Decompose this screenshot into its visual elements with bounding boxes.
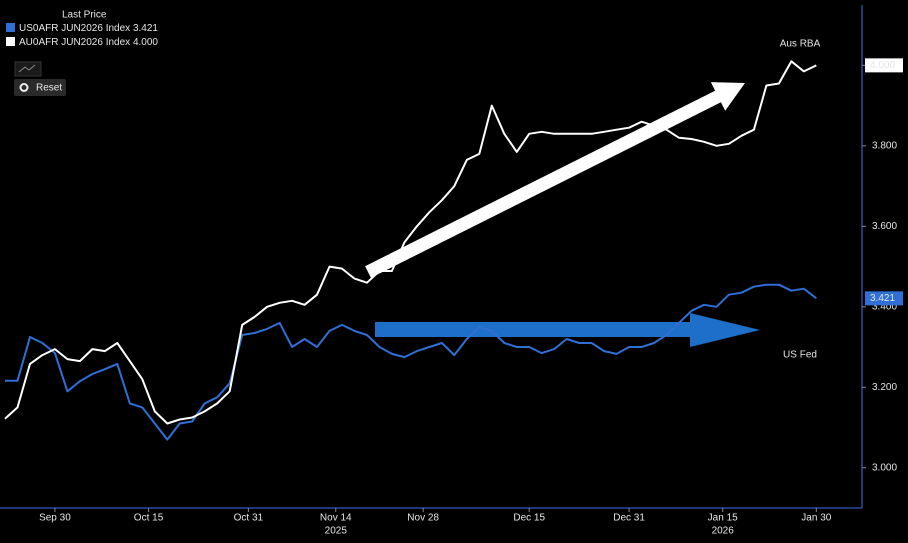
x-year-label: 2026	[712, 526, 735, 537]
last-value-tag	[865, 291, 903, 306]
legend-value: 3.421	[133, 23, 158, 34]
x-tick-label: Jan 30	[801, 513, 831, 524]
reset-button[interactable]	[14, 79, 66, 96]
icon-glyph	[18, 64, 36, 73]
y-tick-label: 3.800	[872, 140, 897, 151]
y-tick-label: 3.200	[872, 382, 897, 393]
annotation: US Fed	[783, 350, 817, 361]
annotation: Aus RBA	[780, 39, 821, 50]
series-line	[4, 60, 817, 425]
legend-label: AU0AFR JUN2026 Index 4.000	[19, 37, 158, 48]
x-year-label: 2025	[325, 526, 348, 537]
arrow-head	[710, 82, 745, 111]
legend-title: Last Price	[62, 10, 107, 21]
x-tick-label: Nov 14	[320, 513, 352, 524]
x-tick-label: Sep 30	[39, 513, 71, 524]
reset-icon	[19, 83, 29, 92]
legend-swatch	[6, 23, 15, 32]
y-tick-label: 3.600	[872, 221, 897, 232]
arrow-shaft	[365, 89, 723, 278]
x-tick-label: Oct 15	[134, 513, 164, 524]
last-value-tag	[865, 58, 903, 73]
last-value-label: 3.421	[870, 293, 895, 304]
x-tick-label: Nov 28	[407, 513, 439, 524]
reset-label[interactable]: Reset	[36, 83, 62, 94]
y-tick-label: 3.000	[872, 462, 897, 473]
legend-name: AU0AFR JUN2026 Index	[19, 37, 130, 48]
arrow-head	[690, 313, 760, 347]
legend-swatch	[6, 37, 15, 46]
x-tick-label: Jan 15	[708, 513, 738, 524]
legend-name: US0AFR JUN2026 Index	[19, 23, 130, 34]
arrow-shaft	[375, 322, 693, 337]
series-line	[5, 283, 817, 441]
x-tick-label: Dec 31	[613, 513, 645, 524]
x-tick-label: Oct 31	[234, 513, 264, 524]
legend-label: US0AFR JUN2026 Index 3.421	[19, 23, 158, 34]
last-value-label: 4.000	[870, 60, 895, 71]
legend-value: 4.000	[133, 37, 158, 48]
x-tick-label: Dec 15	[513, 513, 545, 524]
y-tick-label: 3.400	[872, 301, 897, 312]
